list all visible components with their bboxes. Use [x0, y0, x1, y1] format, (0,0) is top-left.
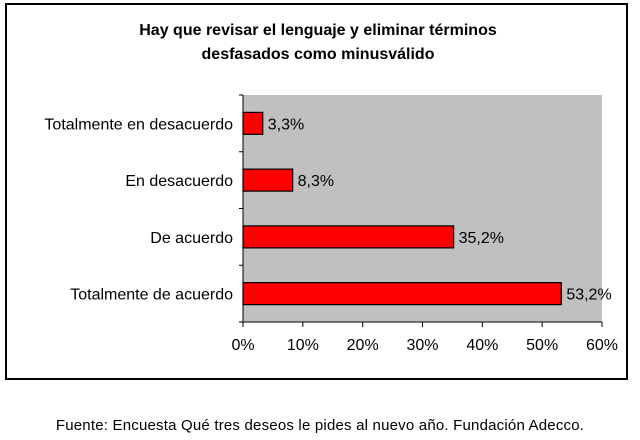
category-label: Totalmente de acuerdo	[70, 287, 233, 304]
x-tick-label: 60%	[586, 337, 618, 354]
bar-value-label: 8,3%	[298, 173, 334, 190]
bar-value-label: 35,2%	[459, 230, 504, 247]
category-label: Totalmente en desacuerdo	[44, 116, 233, 133]
x-tick-label: 0%	[231, 337, 254, 354]
x-tick-label: 40%	[466, 337, 498, 354]
x-tick-label: 10%	[287, 337, 319, 354]
bar-value-label: 3,3%	[268, 116, 304, 133]
bar-1	[242, 111, 264, 135]
x-tick-label: 50%	[526, 337, 558, 354]
category-label: De acuerdo	[150, 230, 233, 247]
chart-title-line-1: Hay que revisar el lenguaje y eliminar t…	[139, 22, 497, 39]
bar-4	[242, 282, 562, 306]
bar-2	[242, 168, 294, 192]
category-label: En desacuerdo	[125, 173, 233, 190]
bar-value-label: 53,2%	[566, 287, 611, 304]
x-tick-label: 20%	[347, 337, 379, 354]
chart-title-line-2: desfasados como minusválido	[202, 46, 435, 63]
bar-3	[242, 225, 455, 249]
x-tick-label: 30%	[406, 337, 438, 354]
source-note: Fuente: Encuesta Qué tres deseos le pide…	[55, 417, 585, 434]
